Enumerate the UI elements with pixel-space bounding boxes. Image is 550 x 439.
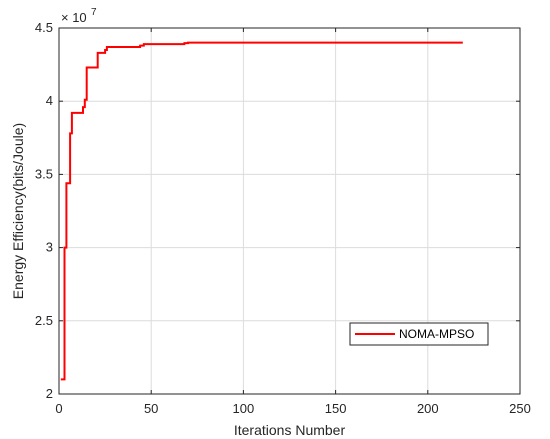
y-exponent: × 10 7 — [61, 7, 97, 25]
y-axis-label: Energy Efficiency(bits/Joule) — [10, 123, 26, 299]
x-tick-label: 50 — [144, 401, 158, 416]
x-tick-label: 0 — [55, 401, 62, 416]
tick-labels: 0 50 100 150 200 250 2 2.5 3 3.5 4 4.5 — [35, 20, 531, 416]
ticks — [58, 27, 521, 395]
y-tick-label: 4 — [46, 93, 53, 108]
legend: NOMA-MPSO — [349, 322, 489, 346]
y-exponent-base: × 10 — [61, 10, 87, 25]
y-tick-label: 3.5 — [35, 166, 53, 181]
x-axis-label: Iterations Number — [234, 422, 346, 438]
y-exponent-power: 7 — [91, 7, 97, 18]
x-tick-label: 100 — [233, 401, 255, 416]
legend-box — [349, 322, 489, 346]
x-tick-label: 250 — [509, 401, 531, 416]
y-tick-label: 2.5 — [35, 313, 53, 328]
y-tick-label: 3 — [46, 240, 53, 255]
y-tick-label: 4.5 — [35, 20, 53, 35]
legend-label-noma-mpso: NOMA-MPSO — [399, 327, 474, 341]
grid — [59, 28, 520, 394]
series-layer — [60, 41, 463, 381]
x-tick-label: 200 — [417, 401, 439, 416]
series-line-noma-mpso — [60, 41, 463, 381]
plot-frame — [58, 27, 521, 395]
y-tick-label: 2 — [46, 386, 53, 401]
x-tick-label: 150 — [325, 401, 347, 416]
